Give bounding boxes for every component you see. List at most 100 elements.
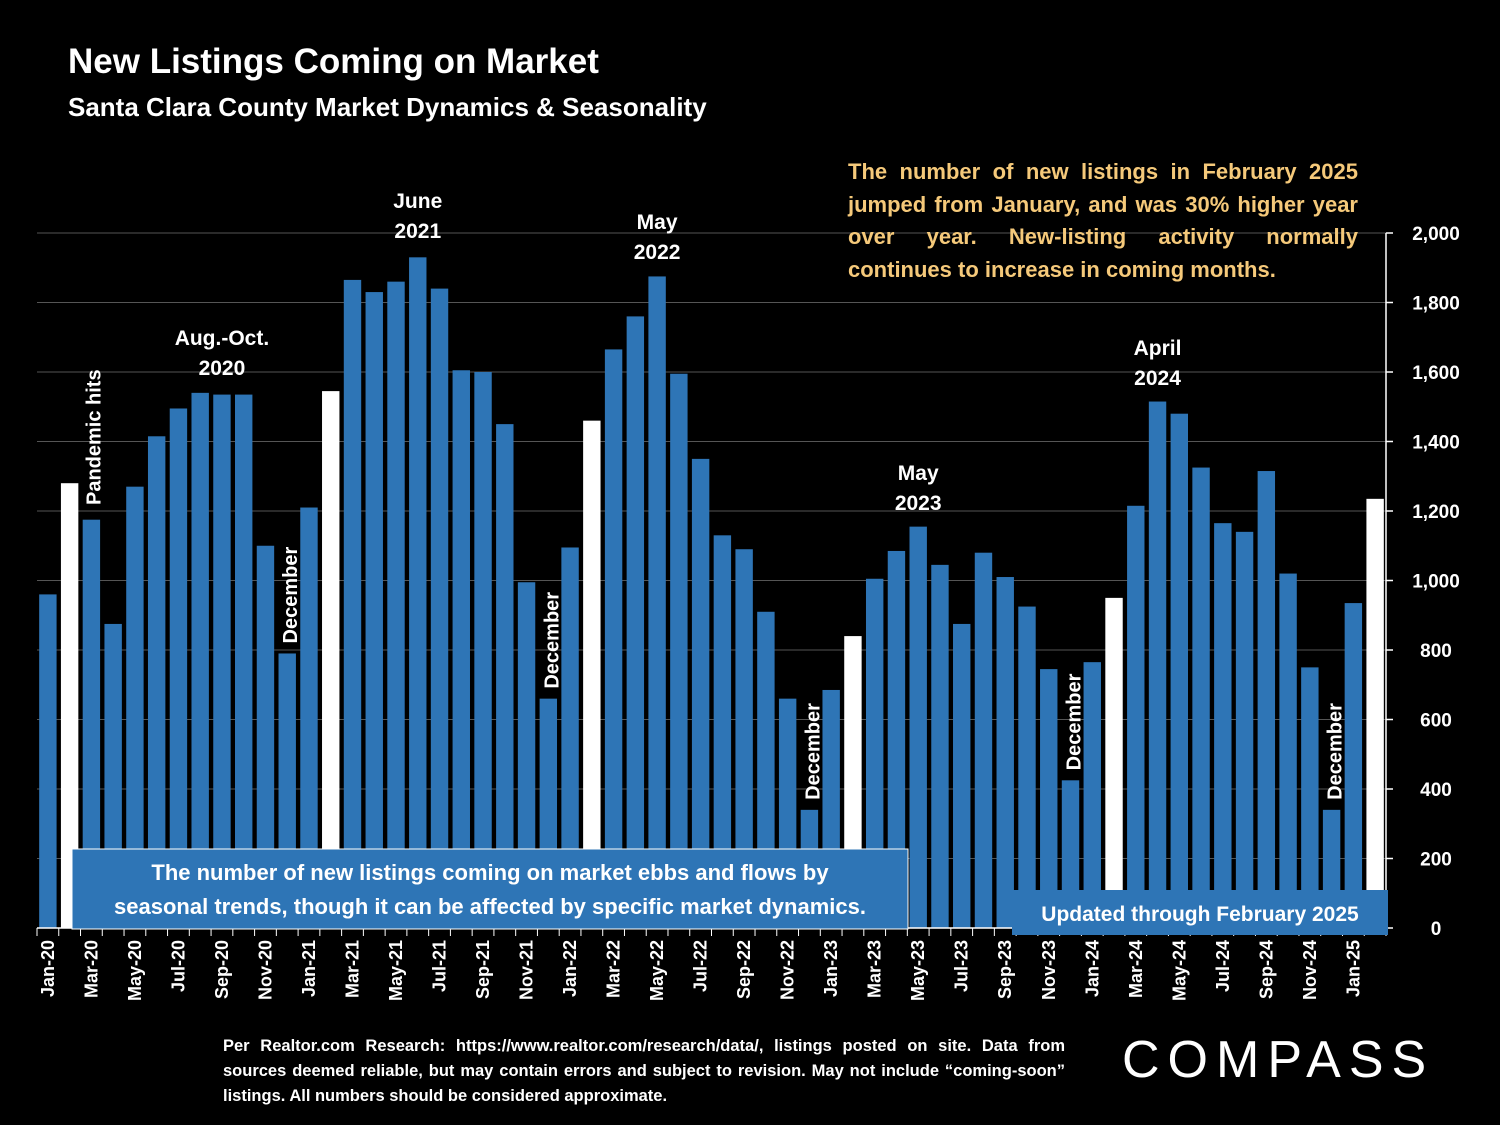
x-tick-label: May-20: [125, 940, 145, 1001]
x-tick-label: Mar-23: [865, 940, 885, 998]
x-tick-label: May-21: [386, 940, 406, 1001]
x-tick-label: Mar-22: [604, 940, 624, 998]
bar-february: [583, 420, 601, 928]
x-tick-label: Jul-20: [168, 940, 188, 992]
bar: [691, 458, 710, 928]
annotation-vertical: December: [280, 547, 302, 644]
bar: [1018, 606, 1036, 928]
chart-title: New Listings Coming on Market: [68, 42, 599, 81]
bar: [496, 424, 514, 928]
x-tick-label: Jan-22: [560, 940, 580, 997]
bar: [430, 288, 449, 929]
y-tick-label: 1,000: [1412, 572, 1460, 593]
annotation-vertical: Pandemic hits: [83, 369, 105, 505]
bar: [626, 316, 645, 928]
y-tick-label: 1,600: [1412, 363, 1460, 384]
callout-text: The number of new listings in February 2…: [848, 159, 1358, 282]
annotation-label: 2024: [1134, 367, 1181, 390]
x-tick-label: Mar-21: [342, 940, 362, 998]
bar: [82, 519, 101, 928]
bar: [147, 436, 166, 928]
bar: [1127, 505, 1145, 928]
bar: [604, 349, 623, 929]
annotation-label: 2021: [394, 220, 441, 243]
bar: [409, 257, 427, 928]
bar: [996, 577, 1014, 928]
chart-subtitle: Santa Clara County Market Dynamics & Sea…: [68, 92, 707, 122]
bar: [670, 373, 688, 928]
annotation-label: 2022: [634, 241, 681, 264]
bar-february: [1366, 498, 1384, 928]
bar: [191, 392, 209, 929]
annotation-vertical: December: [541, 592, 563, 689]
bar: [974, 552, 993, 928]
annotation-label: April: [1134, 337, 1182, 360]
bar: [1192, 467, 1210, 928]
x-tick-label: Jan-25: [1343, 940, 1363, 997]
bar-february: [322, 391, 340, 928]
bar: [126, 486, 144, 928]
bar: [39, 594, 57, 928]
bar: [213, 394, 231, 928]
x-tick-label: Sep-22: [734, 940, 754, 999]
bar: [561, 547, 579, 928]
updated-box: [1012, 890, 1388, 935]
x-tick-label: Nov-24: [1300, 940, 1320, 1000]
bar: [648, 276, 666, 928]
annotation-label: 2023: [895, 492, 942, 515]
bar: [735, 549, 753, 928]
x-tick-label: Jan-24: [1082, 940, 1102, 997]
annotation-vertical: December: [802, 703, 824, 800]
bar: [1148, 401, 1167, 929]
y-tick-label: 800: [1420, 641, 1452, 662]
bar: [343, 279, 362, 929]
y-tick-label: 1,800: [1412, 294, 1460, 315]
bar: [234, 394, 253, 928]
bar: [1301, 667, 1319, 928]
bar: [1257, 471, 1276, 928]
x-tick-label: Mar-20: [81, 940, 101, 998]
x-tick-label: Nov-23: [1039, 940, 1059, 1000]
y-tick-label: 400: [1420, 780, 1452, 801]
x-tick-label: Sep-24: [1256, 940, 1276, 999]
bar: [452, 370, 470, 928]
updated-text: Updated through February 2025: [1041, 903, 1359, 926]
y-tick-label: 200: [1420, 850, 1452, 871]
x-tick-label: May-24: [1169, 940, 1189, 1001]
x-tick-label: Nov-21: [517, 940, 537, 1000]
bar: [953, 623, 971, 928]
annotation-vertical: December: [1325, 703, 1347, 800]
bar: [300, 507, 318, 928]
y-tick-label: 2,000: [1412, 224, 1460, 245]
y-tick-label: 1,200: [1412, 502, 1460, 523]
bar: [713, 535, 732, 928]
bar-february: [60, 483, 79, 928]
x-tick-label: Sep-23: [995, 940, 1015, 999]
bar: [474, 372, 492, 928]
bar: [931, 564, 949, 928]
x-tick-label: May-23: [908, 940, 928, 1001]
x-tick-label: Jan-20: [38, 940, 58, 997]
x-tick-label: Jul-24: [1213, 940, 1233, 992]
bar: [517, 582, 536, 928]
x-tick-label: Nov-22: [778, 940, 798, 1000]
annotation-label: May: [637, 211, 678, 234]
x-tick-label: Jan-21: [299, 940, 319, 997]
bar: [1235, 531, 1254, 928]
annotation-label: May: [898, 462, 939, 485]
bar: [1170, 413, 1189, 928]
x-tick-label: Jul-21: [430, 940, 450, 992]
bar: [256, 545, 275, 928]
x-tick-label: Sep-20: [212, 940, 232, 999]
bar: [365, 292, 383, 928]
x-tick-label: Nov-20: [255, 940, 275, 1000]
bar: [1214, 523, 1232, 928]
x-tick-label: Jan-23: [821, 940, 841, 997]
bar: [865, 578, 884, 928]
bar: [909, 526, 927, 928]
annotation-label: Aug.-Oct.: [175, 327, 270, 350]
bar: [1083, 662, 1101, 928]
bar: [887, 550, 906, 928]
compass-logo: COMPASS: [1122, 1031, 1435, 1089]
